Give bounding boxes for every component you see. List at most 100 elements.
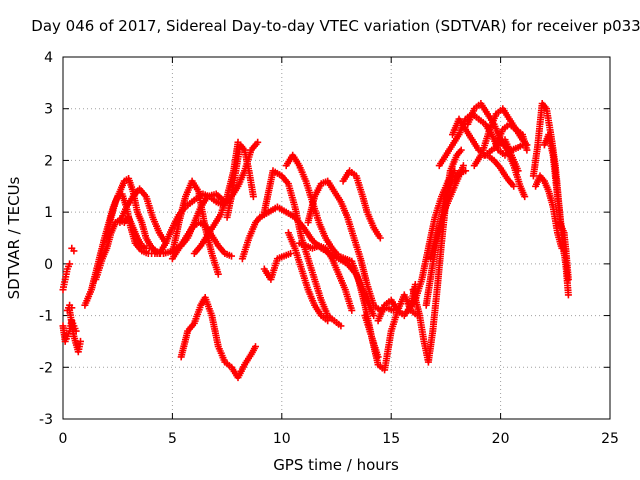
data-point-track (192, 244, 203, 256)
data-point-track (329, 257, 342, 276)
data-point-track (99, 246, 110, 261)
x-tick-label: 5 (168, 431, 177, 447)
data-point-track (456, 117, 468, 131)
data-point-track (409, 308, 419, 318)
data-point-track (543, 107, 554, 136)
data-point-track (190, 194, 200, 204)
data-point-track (381, 329, 395, 372)
plot-border (62, 56, 611, 420)
data-points (59, 100, 572, 382)
data-point-track (235, 169, 248, 188)
data-point-track (376, 362, 386, 372)
data-point-track (450, 133, 462, 147)
data-point (337, 322, 345, 330)
data-point-track (375, 303, 388, 322)
data-point-track (131, 187, 142, 199)
x-tick-labels: 0 5 10 15 20 25 (59, 431, 619, 447)
data-point-track (472, 153, 484, 167)
data-point-track (319, 178, 330, 187)
data-point-track (478, 102, 490, 116)
data-point-track (223, 250, 233, 259)
data-point-track (235, 363, 247, 379)
data-point-track (208, 314, 222, 348)
data-point-track (463, 128, 475, 142)
y-tick-label: 4 (44, 50, 53, 66)
x-axis-label: GPS time / hours (273, 456, 399, 474)
data-point-track (470, 138, 481, 152)
data-point-track (60, 278, 69, 291)
data-point-track (117, 205, 129, 224)
y-tick-label: 1 (44, 205, 53, 221)
y-axis-label: SDTVAR / TECUs (5, 176, 23, 299)
data-point (254, 138, 262, 146)
y-tick-label: -2 (39, 360, 53, 376)
data-point-track (441, 195, 453, 214)
x-tick-label: 0 (59, 431, 68, 447)
data-point-track (490, 143, 500, 152)
data-point-track (549, 154, 561, 198)
data-point (459, 162, 467, 170)
data-point-track (214, 192, 227, 204)
data-point-track (371, 226, 383, 240)
data-point-track (209, 234, 221, 248)
data-point-track (176, 195, 189, 224)
data-point-track (108, 221, 119, 235)
data-point-track (500, 107, 512, 121)
data-point-track (498, 138, 510, 152)
data-series (405, 167, 459, 314)
data-point-track (443, 179, 455, 198)
data-point-track (389, 298, 400, 312)
data-point-track (323, 236, 335, 250)
data-series (238, 213, 264, 263)
data-point-track (232, 143, 244, 172)
data-point-track (505, 177, 516, 188)
data-series (492, 120, 531, 149)
data-series (59, 260, 74, 294)
data-point-track (298, 267, 311, 291)
data-point-track (185, 321, 197, 333)
data-point (214, 270, 222, 278)
data-point-track (183, 226, 195, 240)
data-point-track (267, 204, 279, 215)
x-tick-label: 25 (601, 431, 619, 447)
data-point-track (191, 304, 204, 325)
data-point-track (330, 246, 341, 258)
data-point-track (239, 236, 252, 260)
data-point-track (292, 215, 306, 230)
data-point-track (276, 253, 286, 262)
data-point-track (465, 107, 477, 126)
data-point-track (338, 200, 350, 219)
x-tick-label: 10 (273, 431, 291, 447)
data-point-track (248, 345, 258, 356)
data-point-track (454, 164, 466, 183)
data-point-track (510, 144, 520, 153)
data-point (376, 234, 384, 242)
data-point-track (359, 195, 370, 214)
data-point-track (492, 158, 503, 170)
data-point-track (130, 226, 140, 240)
data-point (252, 343, 259, 351)
data-point-track (508, 122, 518, 132)
data-point-track (423, 262, 436, 307)
data-point (564, 275, 572, 283)
data-point-track (447, 154, 460, 173)
data-point-track (540, 101, 549, 111)
data-series (361, 291, 421, 374)
data-point-track (550, 205, 561, 234)
data-point-track (443, 143, 455, 157)
data-point-track (447, 179, 460, 198)
data-point-track (332, 190, 344, 204)
data-point-track (135, 236, 145, 248)
data-point (370, 312, 378, 320)
data-point-track (323, 246, 335, 261)
data-point-track (494, 106, 505, 116)
data-point (564, 291, 572, 299)
data-point-track (562, 252, 572, 281)
data-point-track (355, 278, 368, 307)
data-point-track (418, 247, 432, 281)
data-point-track (290, 153, 302, 167)
data-point-track (214, 199, 224, 207)
data-point-track (348, 169, 358, 178)
data-point-track (557, 221, 567, 235)
data-point-track (336, 272, 348, 291)
